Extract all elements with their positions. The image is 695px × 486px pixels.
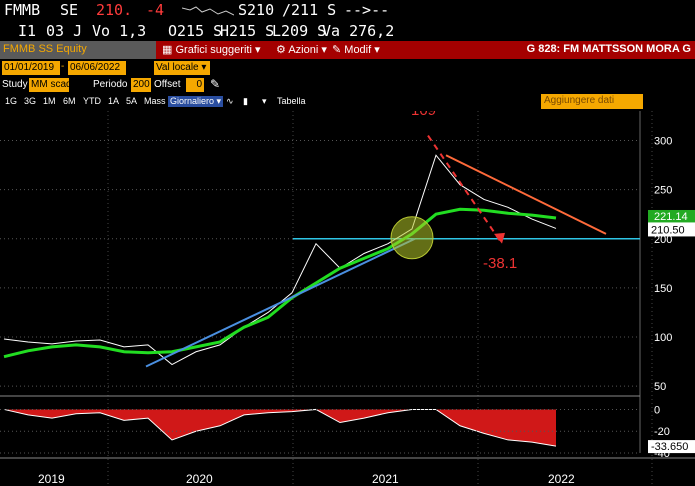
actions-icon: ⚙ (276, 44, 286, 56)
currency-value: Val locale (156, 62, 199, 73)
ma-value-label: 221.14 (654, 211, 688, 223)
dd-y-tick-label: -20 (654, 426, 670, 438)
sparkline-icon (182, 6, 234, 16)
ticker-row-2: B I1 03 J Vo 1,3 O215 S H215 S L209 S Va… (0, 21, 695, 59)
dropdown-arrow-icon: ▾ (201, 62, 207, 73)
ticker-low: L209 S (272, 22, 327, 40)
edit-menu[interactable]: ✎ Modif ▾ (332, 43, 380, 56)
ticker-exchange: SE (60, 1, 79, 19)
drop-annotation-label: -38.1 (483, 255, 517, 272)
x-tick-label: 2020 (186, 472, 213, 486)
period-label: Periodo (93, 79, 128, 90)
study-label: Study (2, 79, 28, 90)
y-tick-label: 150 (654, 283, 672, 295)
y-tick-label: 300 (654, 135, 672, 147)
edit-icon: ✎ (332, 44, 342, 56)
range-1m-button[interactable]: 1M (43, 96, 56, 106)
last-price-tag (648, 222, 695, 237)
y-tick-label: 100 (654, 332, 672, 344)
moving-average-line (3, 207, 557, 359)
ticker-time: 03 J (46, 22, 83, 40)
actions-menu[interactable]: ⚙ Azioni ▾ (276, 43, 327, 56)
dropdown-arrow-icon: ▾ (254, 44, 261, 56)
dropdown-arrow-icon: ▾ (374, 44, 380, 56)
price-change: -4 (146, 1, 165, 19)
bid-price: S210 (238, 1, 275, 19)
y-tick-label: 50 (654, 381, 666, 393)
ma-value-tag (648, 209, 695, 223)
edit-label: Modif (344, 44, 372, 56)
chart-icon: ▦ (162, 44, 173, 56)
drop-arrowhead-icon (494, 232, 505, 244)
ticker-high: H215 S (220, 22, 275, 40)
pencil-icon[interactable]: ✎ (210, 77, 221, 91)
range-3g-button[interactable]: 3G (24, 96, 37, 106)
price-series-line (3, 154, 557, 366)
period-input[interactable]: 200 (131, 78, 151, 92)
range-ytd-button[interactable]: YTD (83, 96, 101, 106)
peak-annotation-label: 109 (411, 111, 436, 119)
ticker-value: Va 276,2 (322, 22, 395, 40)
y-tick-label: 250 (654, 185, 672, 197)
y-tick-label: 200 (654, 234, 672, 246)
ticker-open: O215 S (168, 22, 223, 40)
dropdown-arrow-icon: ▾ (321, 44, 327, 56)
suggested-charts-label: Grafici suggeriti (175, 44, 252, 56)
date-to-input[interactable]: 06/06/2022 (68, 61, 126, 75)
x-tick-label: 2019 (38, 472, 65, 486)
line-chart-icon[interactable]: ∿ (226, 96, 234, 106)
dropdown-arrow-icon[interactable]: ▾ (262, 96, 267, 106)
ask-price: /211 S (282, 1, 337, 19)
add-data-field[interactable]: Aggiungere dati (541, 94, 643, 109)
actions-label: Azioni (288, 44, 319, 56)
downtrend-line (445, 154, 607, 235)
ticker-row-1: FMMB SE 210. -4 S210 /211 S -->-- (0, 0, 695, 22)
study-select[interactable]: MM scad (29, 78, 69, 92)
dd-value-tag (648, 440, 695, 454)
drawdown-line (3, 408, 557, 447)
dd-value-label: -33.650 (651, 441, 688, 453)
dd-y-tick-label: 0 (654, 404, 660, 416)
range-max-button[interactable]: Mass (144, 96, 166, 106)
menu-bar: FMMB SS Equity ▦ Grafici suggeriti ▾ ⚙ A… (0, 41, 695, 59)
currency-select[interactable]: Val locale ▾ (154, 61, 210, 75)
offset-input[interactable]: 0 (186, 78, 204, 92)
security-field[interactable]: FMMB SS Equity (0, 41, 156, 59)
x-tick-label: 2021 (372, 472, 399, 486)
dropdown-arrow-icon: ▾ (216, 96, 222, 106)
date-range-row: 01/01/2019 - 06/06/2022 Val locale ▾ (0, 60, 695, 75)
range-6m-button[interactable]: 6M (63, 96, 76, 106)
page-title: G 828: FM MATTSSON MORA G (526, 43, 691, 55)
x-tick-label: 2022 (548, 472, 575, 486)
date-from-input[interactable]: 01/01/2019 (2, 61, 60, 75)
trail-indicator: -->-- (344, 1, 390, 19)
breakout-highlight-circle (390, 216, 434, 260)
table-button[interactable]: Tabella (277, 96, 306, 106)
frequency-value: Giornaliero (170, 96, 215, 106)
offset-label: Offset (154, 79, 181, 90)
uptrend-line (145, 237, 416, 368)
ticker-volume: Vo 1,3 (92, 22, 147, 40)
last-price: 210. (96, 1, 133, 19)
suggested-charts-menu[interactable]: ▦ Grafici suggeriti ▾ (162, 43, 260, 56)
ticker-indicator: I1 (18, 22, 37, 40)
last-price-label: 210.50 (651, 224, 685, 236)
date-separator-icon: - (61, 61, 65, 72)
range-5a-button[interactable]: 5A (126, 96, 138, 106)
bar-chart-icon[interactable]: ▮ (243, 96, 248, 106)
ticker-symbol[interactable]: FMMB (4, 1, 41, 19)
range-1g-button[interactable]: 1G (5, 96, 18, 106)
study-row: Study MM scad Periodo 200 Offset 0 ✎ (0, 77, 695, 93)
frequency-select[interactable]: Giornaliero ▾ (168, 96, 224, 107)
drawdown-area (4, 409, 556, 447)
range-1a-button[interactable]: 1A (108, 96, 120, 106)
